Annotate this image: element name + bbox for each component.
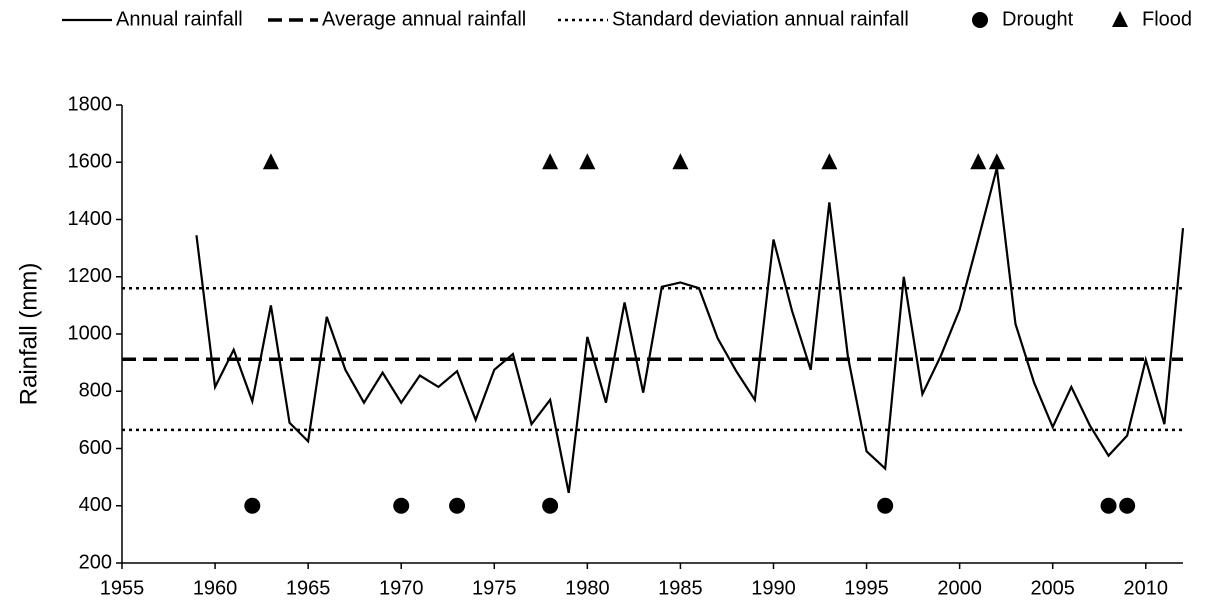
drought-marker [877,497,894,514]
y-tick-label: 200 [79,551,112,573]
drought-marker [1100,497,1117,514]
y-tick-label: 800 [79,380,112,402]
flood-marker [262,153,279,170]
legend-label: Average annual rainfall [322,8,526,30]
legend-swatch [972,12,988,28]
x-tick-label: 2010 [1124,577,1169,599]
y-tick-label: 1200 [68,265,113,287]
flood-marker [579,153,596,170]
rainfall-line [195,167,1185,494]
flood-marker [542,153,559,170]
legend-label: Annual rainfall [116,8,243,30]
x-tick-label: 1960 [193,577,238,599]
x-tick-label: 1980 [565,577,610,599]
drought-marker [449,497,466,514]
legend-label: Standard deviation annual rainfall [612,8,909,30]
x-tick-label: 1970 [379,577,424,599]
x-tick-label: 1955 [100,577,145,599]
x-tick-label: 1990 [751,577,796,599]
x-tick-label: 2005 [1030,577,1075,599]
drought-marker [542,497,559,514]
legend-label: Drought [1002,8,1074,30]
drought-marker [244,497,261,514]
legend-swatch [1112,11,1128,27]
x-tick-label: 1965 [286,577,331,599]
y-tick-label: 400 [79,494,112,516]
y-tick-label: 1000 [68,322,113,344]
y-tick-label: 1400 [68,208,113,230]
legend-label: Flood [1142,8,1192,30]
y-axis-label: Rainfall (mm) [15,263,42,406]
y-tick-label: 1600 [68,151,113,173]
y-tick-label: 1800 [68,93,113,115]
x-tick-label: 1975 [472,577,517,599]
y-tick-label: 600 [79,437,112,459]
drought-marker [393,497,410,514]
drought-marker [1119,497,1136,514]
x-tick-label: 1985 [658,577,703,599]
x-tick-label: 1995 [844,577,889,599]
flood-marker [988,153,1005,170]
flood-marker [970,153,987,170]
flood-marker [821,153,838,170]
x-tick-label: 2000 [937,577,982,599]
flood-marker [672,153,689,170]
